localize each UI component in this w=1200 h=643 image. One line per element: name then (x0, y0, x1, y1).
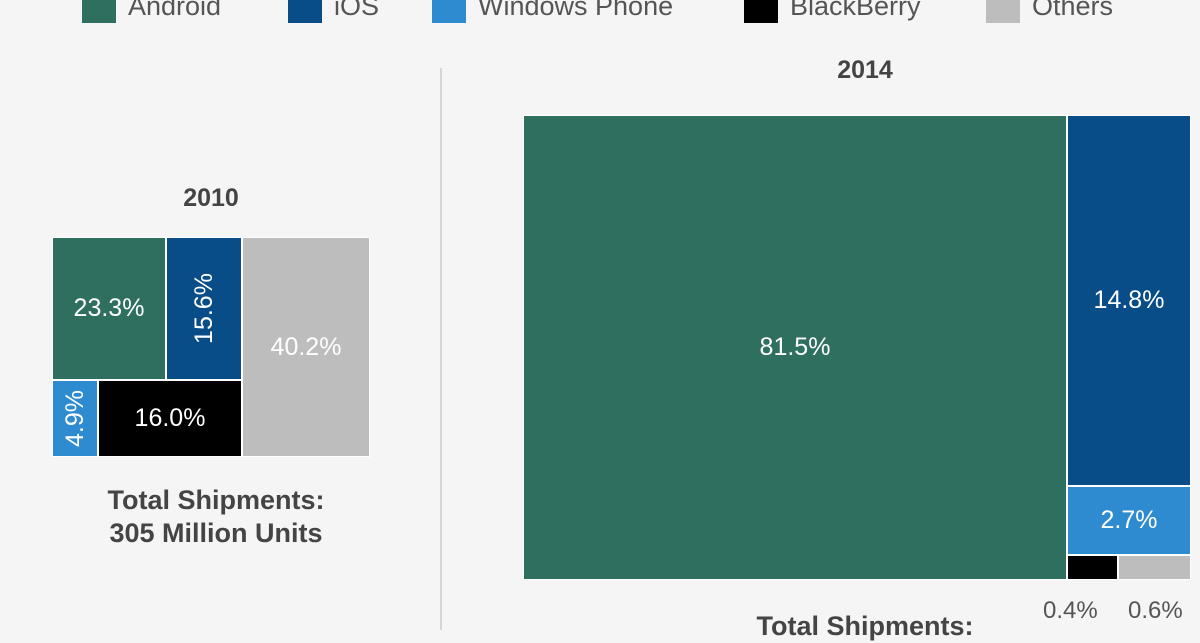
panel-divider (440, 68, 442, 630)
legend-item-android: Android (82, 0, 221, 26)
legend-label-windows-phone: Windows Phone (478, 0, 674, 21)
legend-label-blackberry: BlackBerry (790, 0, 921, 21)
chart-2010-total: Total Shipments: 305 Million Units (36, 484, 396, 550)
tile-2014-android-label: 81.5% (759, 333, 831, 361)
legend-item-others: Others (986, 0, 1113, 26)
tile-2010-others: 40.2% (242, 237, 370, 457)
tile-2010-windows-phone-label: 4.9% (60, 390, 89, 447)
tile-2014-windows-phone: 2.7% (1067, 486, 1191, 555)
tile-2014-blackberry-label: 0.4% (1043, 597, 1098, 624)
legend-swatch-blackberry (744, 0, 778, 23)
tile-2014-others (1118, 555, 1191, 580)
tile-2010-windows-phone: 4.9% (52, 380, 98, 457)
tile-2010-ios: 15.6% (166, 237, 242, 380)
chart-2014-title: 2014 (837, 56, 893, 84)
legend-label-android: Android (128, 0, 222, 21)
tile-2010-ios-label: 15.6% (189, 273, 218, 344)
tile-2014-ios-label: 14.8% (1093, 286, 1165, 314)
tile-2014-ios: 14.8% (1067, 115, 1191, 486)
chart-2010-total-line1: Total Shipments: (107, 485, 325, 515)
legend-swatch-windows-phone (432, 0, 466, 23)
tile-2014-others-label: 0.6% (1128, 597, 1183, 624)
legend-item-blackberry: BlackBerry (744, 0, 921, 26)
legend-label-ios: iOS (334, 0, 380, 21)
chart-2010-total-line2: 305 Million Units (109, 518, 323, 548)
legend-label-others: Others (1032, 0, 1114, 21)
legend-swatch-android (82, 0, 116, 23)
chart-2010-title: 2010 (183, 184, 239, 212)
legend-item-windows-phone: Windows Phone (432, 0, 673, 26)
legend-item-ios: iOS (288, 0, 379, 26)
tile-2014-blackberry (1067, 555, 1118, 580)
tile-2010-others-label: 40.2% (270, 332, 342, 361)
tile-2014-android: 81.5% (523, 115, 1067, 580)
tile-2010-blackberry: 16.0% (98, 380, 242, 457)
legend-swatch-others (986, 0, 1020, 23)
legend-swatch-ios (288, 0, 322, 23)
tile-2010-android-label: 23.3% (73, 294, 145, 322)
tile-2010-android: 23.3% (52, 237, 166, 380)
chart-2014-total: Total Shipments: (680, 610, 1050, 643)
tile-2014-windows-phone-label: 2.7% (1100, 506, 1158, 534)
tile-2010-blackberry-label: 16.0% (134, 404, 206, 432)
chart-2014-total-line1: Total Shipments: (756, 611, 974, 641)
legend: Android iOS Windows Phone BlackBerry Oth… (0, 0, 1200, 26)
